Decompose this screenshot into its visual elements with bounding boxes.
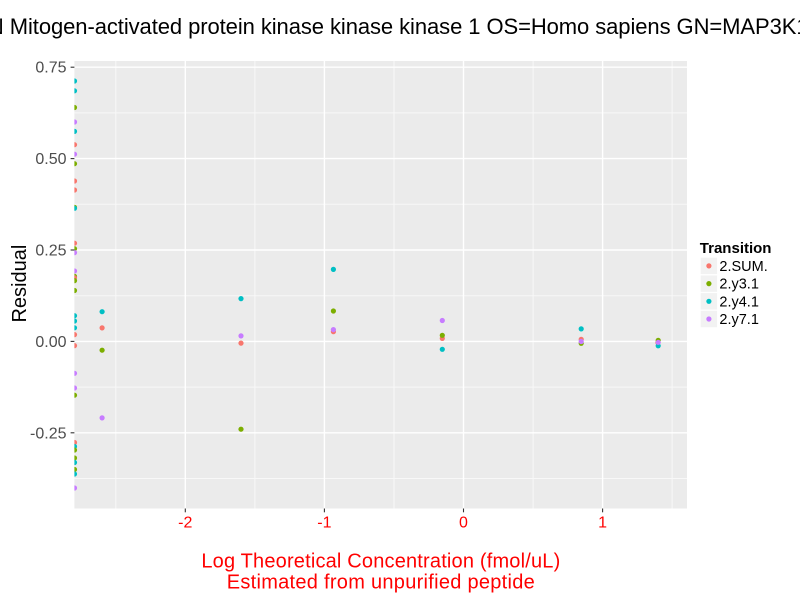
svg-text:1: 1 [598,515,607,532]
svg-text:-2: -2 [178,515,192,532]
svg-text:2.y4.1: 2.y4.1 [719,294,759,310]
svg-text:sp|Q13233|M3K1_HUMAN Mitogen-a: sp|Q13233|M3K1_HUMAN Mitogen-activated p… [0,14,800,39]
svg-text:-1: -1 [317,515,331,532]
svg-text:0.50: 0.50 [35,151,66,168]
svg-text:2.y3.1: 2.y3.1 [719,277,759,293]
svg-text:0.00: 0.00 [35,334,66,351]
svg-text:-0.25: -0.25 [30,425,67,442]
svg-text:Log Theoretical Concentration: Log Theoretical Concentration (fmol/uL) [201,550,560,572]
svg-text:Transition: Transition [700,240,772,257]
svg-text:0.75: 0.75 [35,60,66,77]
svg-text:0.25: 0.25 [35,243,66,260]
svg-text:0: 0 [459,515,468,532]
svg-text:Estimated from unpurified pept: Estimated from unpurified peptide [227,572,535,594]
svg-text:2.SUM.: 2.SUM. [719,259,767,275]
svg-text:Residual: Residual [9,245,31,323]
svg-text:2.y7.1: 2.y7.1 [719,312,759,328]
